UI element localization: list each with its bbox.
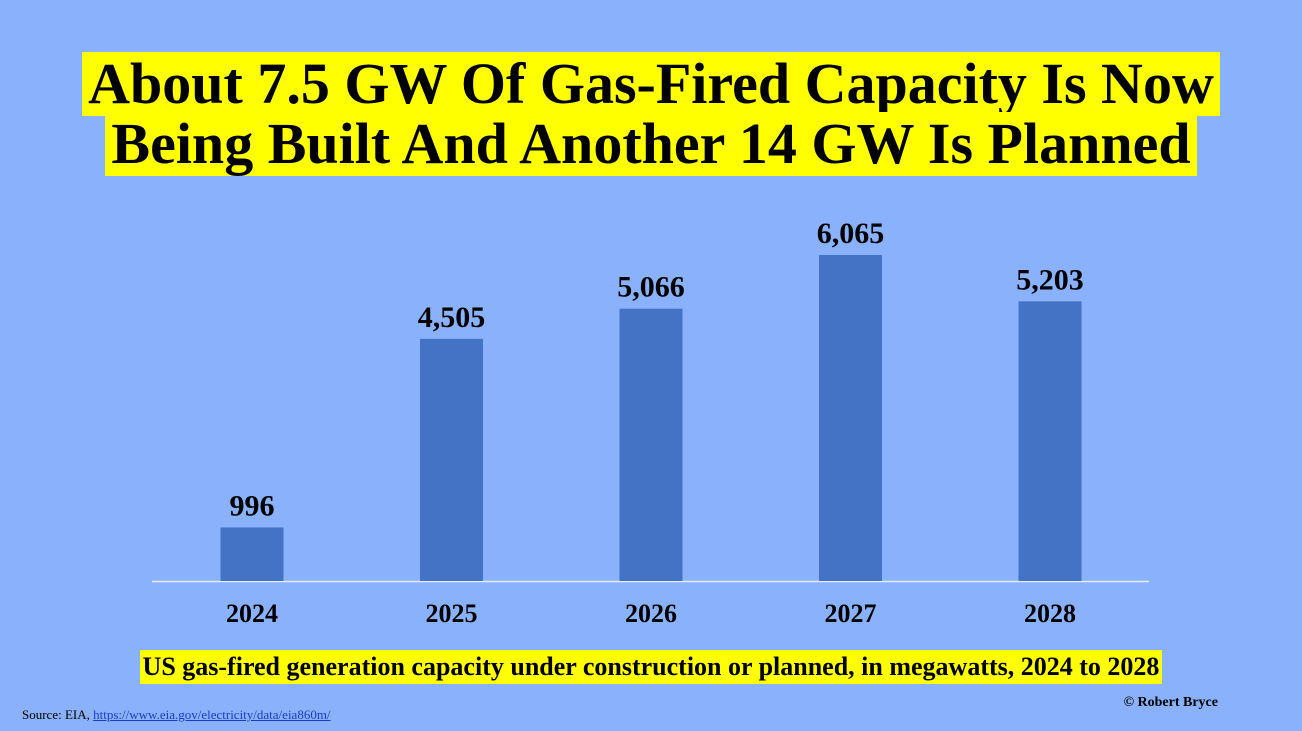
bar-2024: [220, 527, 284, 581]
bar-2025: [420, 338, 483, 581]
subtitle-wrap: US gas-fired generation capacity under c…: [0, 650, 1302, 684]
data-label-2024: 996: [230, 489, 275, 522]
data-label-2028: 5,203: [1016, 263, 1084, 296]
source-note: Source: EIA, https://www.eia.gov/electri…: [22, 707, 331, 723]
bar-2026: [619, 308, 683, 581]
bar-2027: [819, 255, 882, 581]
copyright-text: © Robert Bryce: [1123, 695, 1218, 710]
x-tick-label-2024: 2024: [226, 599, 278, 628]
title-line-2: Being Built And Another 14 GW Is Planned: [105, 112, 1197, 176]
title-line-1: About 7.5 GW Of Gas-Fired Capacity Is No…: [82, 52, 1220, 116]
data-label-2026: 5,066: [617, 271, 685, 304]
x-tick-label-2026: 2026: [625, 599, 677, 628]
data-label-2027: 6,065: [817, 217, 885, 250]
source-link[interactable]: https://www.eia.gov/electricity/data/eia…: [93, 707, 331, 722]
chart-subtitle: US gas-fired generation capacity under c…: [139, 650, 1163, 684]
chart-title: About 7.5 GW Of Gas-Fired Capacity Is No…: [0, 52, 1302, 176]
data-label-2025: 4,505: [418, 301, 486, 334]
bar-2028: [1018, 301, 1082, 581]
x-tick-label-2025: 2025: [426, 599, 478, 628]
x-tick-label-2028: 2028: [1024, 599, 1076, 628]
x-tick-label-2027: 2027: [825, 599, 877, 628]
source-prefix: Source: EIA,: [22, 707, 90, 722]
